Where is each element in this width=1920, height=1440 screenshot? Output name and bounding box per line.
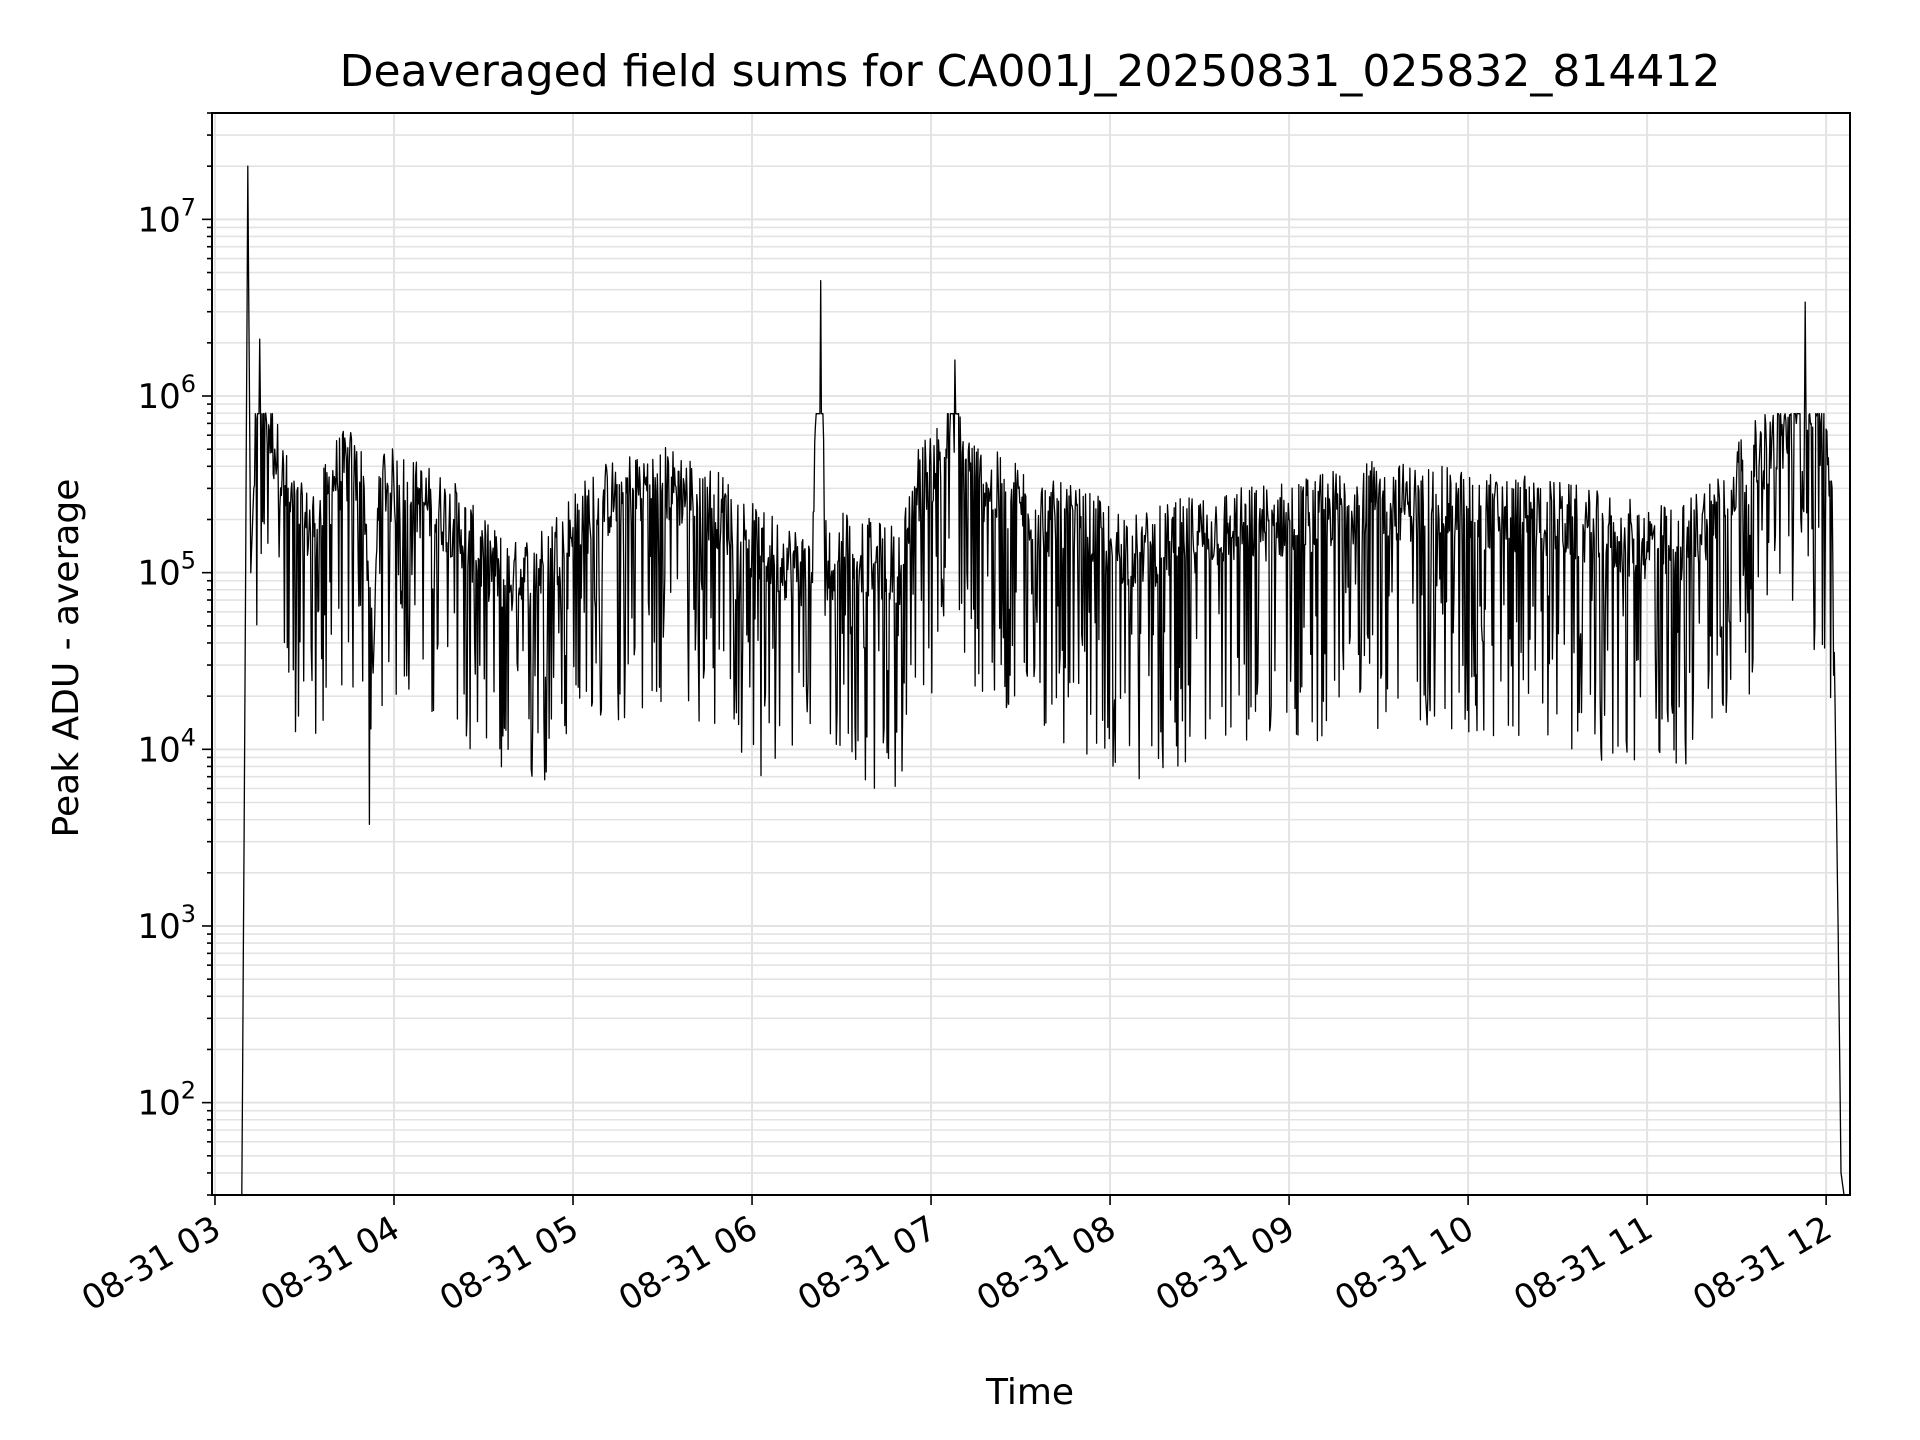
plot-frame [211,112,1851,1196]
x-axis-label: Time [985,1372,1074,1413]
data-series [241,165,1845,1196]
series-line [241,165,1845,1196]
y-tick-label: 106 [137,370,196,417]
y-tick-label: 105 [137,547,196,594]
y-axis-label: Peak ADU - average [46,479,87,838]
y-tick-label: 107 [137,193,196,240]
y-tick-label: 102 [137,1077,196,1124]
y-tick-label: 103 [137,900,196,947]
chart-title: Deaveraged field sums for CA001J_2025083… [340,46,1721,97]
y-tick-label: 104 [137,723,196,770]
